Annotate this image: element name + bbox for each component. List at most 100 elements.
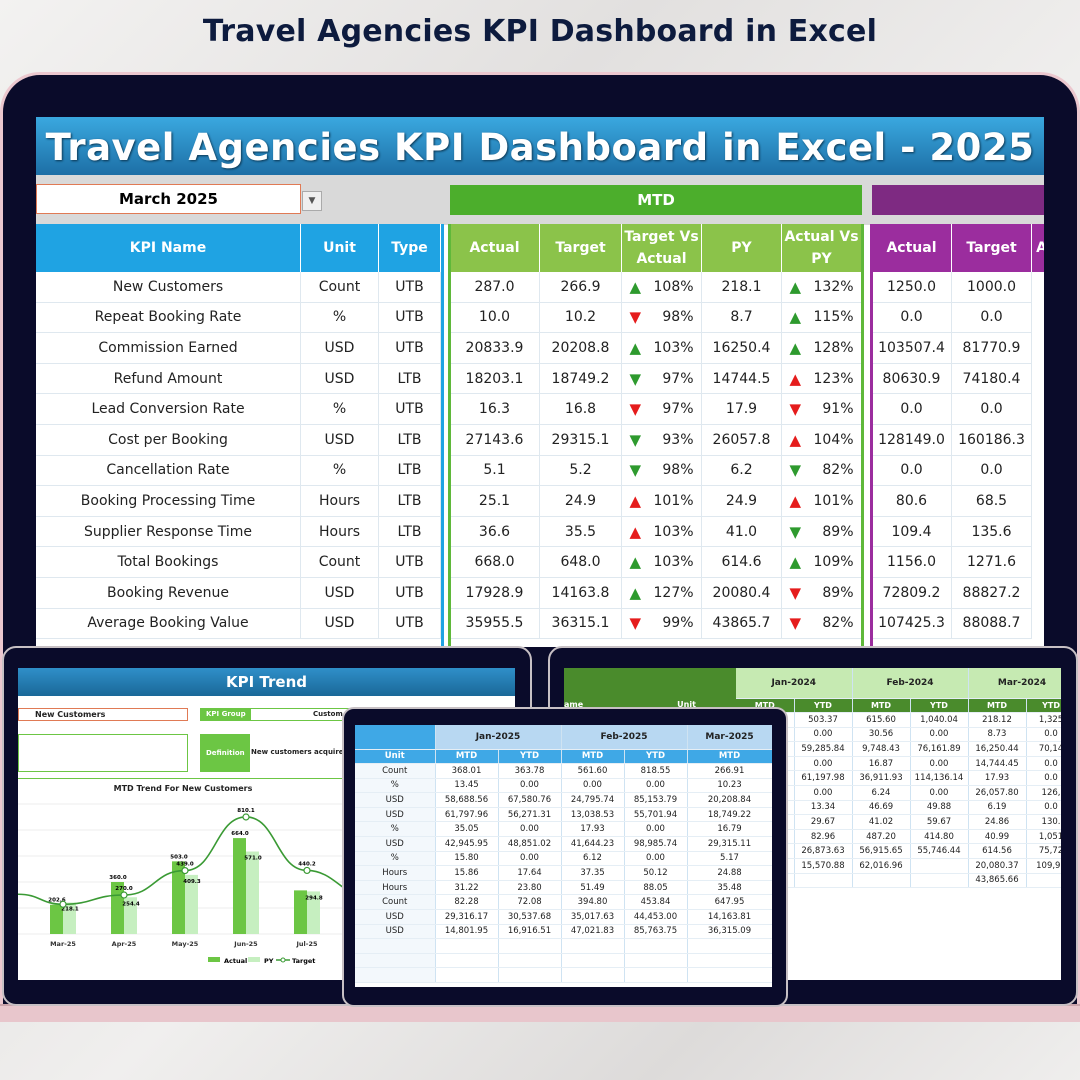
table-cell: 49.88 [910, 800, 969, 816]
table-cell: 88.05 [624, 880, 688, 896]
cell-ytd-target: 135.6 [952, 516, 1032, 548]
definition-label: Definition [200, 734, 250, 772]
cell-mtd-target: 36315.1 [540, 608, 622, 640]
cell-unit: % [301, 455, 379, 487]
percent-value: 109% [813, 554, 854, 571]
cell-unit: Count [301, 547, 379, 578]
bar-py [185, 874, 198, 934]
cell-mtd-actual: 18203.1 [450, 363, 540, 395]
table-cell [794, 873, 853, 889]
table-cell: 36,911.93 [852, 770, 911, 787]
percent-value: 99% [662, 615, 694, 632]
percent-value: 127% [653, 584, 694, 601]
arrow-down-icon: ▼ [789, 583, 802, 602]
table-cell: 20,080.37 [968, 858, 1027, 874]
arrow-up-icon: ▲ [789, 553, 802, 572]
col-py: PY [702, 224, 782, 272]
cell-actual-vs-py: ▼ 89% [782, 578, 862, 609]
table-cell: 6.19 [968, 800, 1027, 816]
chevron-down-icon[interactable]: ▼ [302, 191, 322, 211]
cell-kpi-name: Booking Revenue [36, 578, 301, 609]
mtd-section-header: MTD [450, 185, 862, 215]
cell-ytd-actual: 109.4 [872, 516, 952, 548]
data-label-py: 218.1 [61, 906, 79, 912]
cell-target-vs-actual: ▲ 103% [622, 547, 702, 578]
cell-actual-vs-py: ▲ 132% [782, 272, 862, 303]
table-cell: 17.93 [561, 821, 625, 838]
period-header: YTD [910, 698, 969, 714]
col-ytd-partial: A [1032, 224, 1044, 272]
cell-mtd-target: 16.8 [540, 394, 622, 425]
table-cell: 453.84 [624, 894, 688, 911]
table-cell: 0.00 [624, 851, 688, 867]
cell-mtd-actual: 35955.5 [450, 608, 540, 640]
table-row: % 35.05 0.00 17.93 0.00 16.79 [355, 821, 772, 838]
cell-kpi-name: Booking Processing Time [36, 486, 301, 517]
data-label-py: 409.3 [183, 879, 201, 885]
percent-value: 89% [822, 523, 854, 540]
trend-info-box [18, 734, 188, 772]
table-cell [1026, 873, 1061, 889]
legend-label: Target [292, 957, 315, 965]
table-cell: 61,797.96 [435, 807, 499, 823]
cell-py: 20080.4 [702, 578, 782, 609]
cell-type: LTB [379, 363, 441, 395]
arrow-down-icon: ▼ [629, 430, 642, 449]
table-cell: 24.86 [968, 814, 1027, 830]
cell-kpi-name: Cancellation Rate [36, 455, 301, 487]
table-cell: % [355, 821, 436, 838]
table-cell: 56,915.65 [852, 843, 911, 860]
cell-mtd-actual: 27143.6 [450, 425, 540, 456]
month-select[interactable]: March 2025 [36, 184, 301, 214]
percent-value: 103% [653, 339, 694, 356]
table-cell: 85,153.79 [624, 792, 688, 808]
table-cell: 35,017.63 [561, 909, 625, 925]
table-row: USD 14,801.95 16,916.51 47,021.83 85,763.75 3… [355, 924, 772, 940]
percent-value: 97% [662, 401, 694, 418]
table-cell: 0.0 [1026, 770, 1061, 787]
target-point [59, 900, 67, 908]
data-label-target: 439.0 [176, 862, 194, 868]
bar-actual [233, 838, 246, 934]
kpi-select[interactable]: New Customers [18, 708, 188, 721]
cell-mtd-target: 266.9 [540, 272, 622, 303]
table-row: 0.00 30.56 0.00 8.73 0.0 [736, 727, 1061, 743]
table-cell: 16.79 [687, 821, 772, 838]
arrow-up-icon: ▲ [789, 491, 802, 510]
percent-value: 93% [662, 431, 694, 448]
cell-actual-vs-py: ▲ 115% [782, 302, 862, 334]
bar-py [246, 851, 259, 934]
cell-py: 614.6 [702, 547, 782, 578]
table-cell: 1,325 [1026, 712, 1061, 728]
legend-swatch [248, 957, 260, 962]
table-cell: 46.69 [852, 800, 911, 816]
data-label-target: 810.1 [237, 808, 255, 814]
table-cell: 561.60 [561, 763, 625, 779]
arrow-up-icon: ▲ [629, 277, 642, 296]
cell-kpi-name: Lead Conversion Rate [36, 394, 301, 425]
table-cell: 82.96 [794, 829, 853, 845]
table-cell: 48,851.02 [498, 836, 562, 852]
cell-unit: Hours [301, 486, 379, 517]
period-header: YTD [1026, 698, 1061, 714]
month-header: Jan-2024 [736, 668, 853, 699]
cell-py: 6.2 [702, 455, 782, 487]
table-cell: 15,570.88 [794, 858, 853, 874]
percent-value: 97% [662, 370, 694, 387]
table-cell: USD [355, 836, 436, 852]
table-row: USD 29,316.17 30,537.68 35,017.63 44,453.00 1… [355, 909, 772, 925]
table-cell: 30.56 [852, 727, 911, 743]
table-cell: 59,285.84 [794, 741, 853, 757]
table-cell: 0.00 [498, 821, 562, 838]
cell-ytd-target: 1000.0 [952, 272, 1032, 303]
table-row: Count 82.28 72.08 394.80 453.84 647.95 [355, 894, 772, 911]
arrow-down-icon: ▼ [629, 308, 642, 327]
cell-type: UTB [379, 272, 441, 303]
table-cell: 30,537.68 [498, 909, 562, 925]
cell-mtd-target: 20208.8 [540, 333, 622, 364]
table-cell: 0.0 [1026, 756, 1061, 772]
cell-kpi-name: Average Booking Value [36, 608, 301, 640]
data-label-py: 294.8 [305, 895, 323, 901]
x-tick-label: May-25 [172, 940, 199, 948]
table-cell [852, 873, 911, 889]
